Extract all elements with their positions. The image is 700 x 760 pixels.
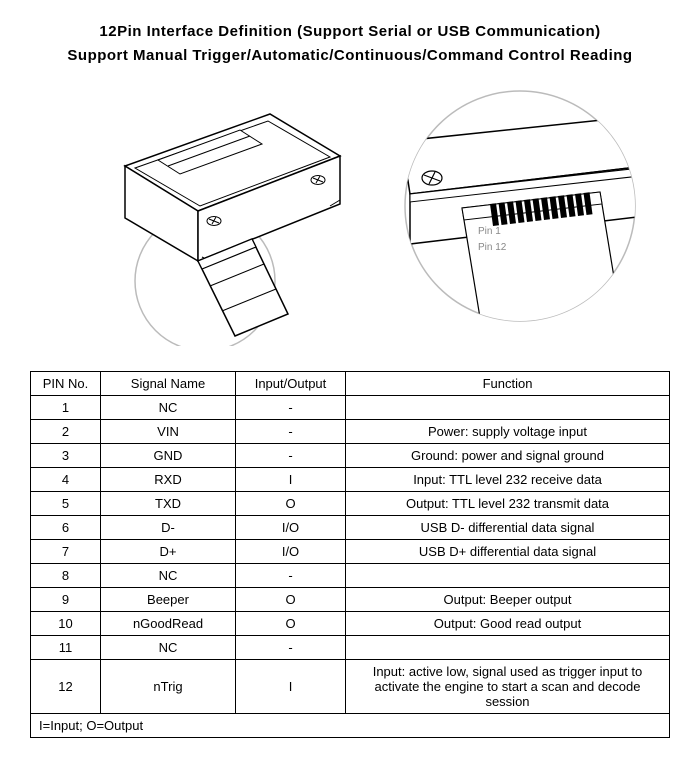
- cell-signal: D+: [101, 540, 236, 564]
- cell-pin: 3: [31, 444, 101, 468]
- th-pin: PIN No.: [31, 372, 101, 396]
- cell-pin: 2: [31, 420, 101, 444]
- cell-signal: TXD: [101, 492, 236, 516]
- cell-signal: NC: [101, 396, 236, 420]
- table-row: 9BeeperOOutput: Beeper output: [31, 588, 670, 612]
- cell-io: -: [236, 636, 346, 660]
- table-row: 5TXDOOutput: TTL level 232 transmit data: [31, 492, 670, 516]
- cell-pin: 8: [31, 564, 101, 588]
- cell-func: Power: supply voltage input: [346, 420, 670, 444]
- cell-func: Output: TTL level 232 transmit data: [346, 492, 670, 516]
- table-row: 8NC-: [31, 564, 670, 588]
- cell-func: Input: TTL level 232 receive data: [346, 468, 670, 492]
- cell-pin: 11: [31, 636, 101, 660]
- table-footer-row: I=Input; O=Output: [31, 714, 670, 738]
- pin-1-label: Pin 1: [478, 226, 501, 237]
- cell-signal: GND: [101, 444, 236, 468]
- cell-signal: D-: [101, 516, 236, 540]
- cell-signal: RXD: [101, 468, 236, 492]
- th-func: Function: [346, 372, 670, 396]
- cell-io: -: [236, 420, 346, 444]
- cell-io: I/O: [236, 540, 346, 564]
- cell-io: I: [236, 468, 346, 492]
- pin-12-label: Pin 12: [478, 242, 507, 253]
- cell-func: USB D- differential data signal: [346, 516, 670, 540]
- cell-io: I/O: [236, 516, 346, 540]
- cell-io: O: [236, 612, 346, 636]
- cell-pin: 5: [31, 492, 101, 516]
- diagram-svg: Pin 1 Pin 12: [30, 86, 670, 346]
- cell-io: I: [236, 660, 346, 714]
- cell-signal: NC: [101, 564, 236, 588]
- cell-io: -: [236, 444, 346, 468]
- screw-2-icon: [311, 176, 325, 185]
- module-isometric: [125, 114, 340, 346]
- cell-pin: 6: [31, 516, 101, 540]
- cell-func: Input: active low, signal used as trigge…: [346, 660, 670, 714]
- cell-func: Output: Beeper output: [346, 588, 670, 612]
- table-row: 7D+I/OUSB D+ differential data signal: [31, 540, 670, 564]
- cell-func: USB D+ differential data signal: [346, 540, 670, 564]
- table-row: 4RXDIInput: TTL level 232 receive data: [31, 468, 670, 492]
- table-row: 2VIN-Power: supply voltage input: [31, 420, 670, 444]
- cell-func: [346, 636, 670, 660]
- cell-io: -: [236, 564, 346, 588]
- diagram-area: Pin 1 Pin 12: [30, 86, 670, 346]
- cell-signal: Beeper: [101, 588, 236, 612]
- cell-io: O: [236, 588, 346, 612]
- cell-pin: 4: [31, 468, 101, 492]
- title-line-1: 12Pin Interface Definition (Support Seri…: [30, 20, 670, 44]
- cell-pin: 9: [31, 588, 101, 612]
- magnified-detail: Pin 1 Pin 12: [402, 91, 646, 342]
- cell-func: Ground: power and signal ground: [346, 444, 670, 468]
- table-row: 3GND-Ground: power and signal ground: [31, 444, 670, 468]
- th-signal: Signal Name: [101, 372, 236, 396]
- table-footer: I=Input; O=Output: [31, 714, 670, 738]
- table-row: 6D-I/OUSB D- differential data signal: [31, 516, 670, 540]
- cell-signal: nTrig: [101, 660, 236, 714]
- cell-pin: 7: [31, 540, 101, 564]
- table-header-row: PIN No. Signal Name Input/Output Functio…: [31, 372, 670, 396]
- cell-signal: nGoodRead: [101, 612, 236, 636]
- cell-func: [346, 396, 670, 420]
- cell-signal: NC: [101, 636, 236, 660]
- cell-io: O: [236, 492, 346, 516]
- cell-io: -: [236, 396, 346, 420]
- cell-func: Output: Good read output: [346, 612, 670, 636]
- cell-pin: 12: [31, 660, 101, 714]
- cell-signal: VIN: [101, 420, 236, 444]
- table-row: 1NC-: [31, 396, 670, 420]
- page-container: 12Pin Interface Definition (Support Seri…: [0, 0, 700, 758]
- table-row: 11NC-: [31, 636, 670, 660]
- title-block: 12Pin Interface Definition (Support Seri…: [30, 20, 670, 68]
- table-row: 12nTrigIInput: active low, signal used a…: [31, 660, 670, 714]
- cell-pin: 10: [31, 612, 101, 636]
- cell-pin: 1: [31, 396, 101, 420]
- detail-screw-icon: [422, 171, 442, 185]
- pin-table: PIN No. Signal Name Input/Output Functio…: [30, 371, 670, 738]
- title-line-2: Support Manual Trigger/Automatic/Continu…: [30, 44, 670, 68]
- screw-1-icon: [207, 217, 221, 226]
- table-row: 10nGoodReadOOutput: Good read output: [31, 612, 670, 636]
- cell-func: [346, 564, 670, 588]
- th-io: Input/Output: [236, 372, 346, 396]
